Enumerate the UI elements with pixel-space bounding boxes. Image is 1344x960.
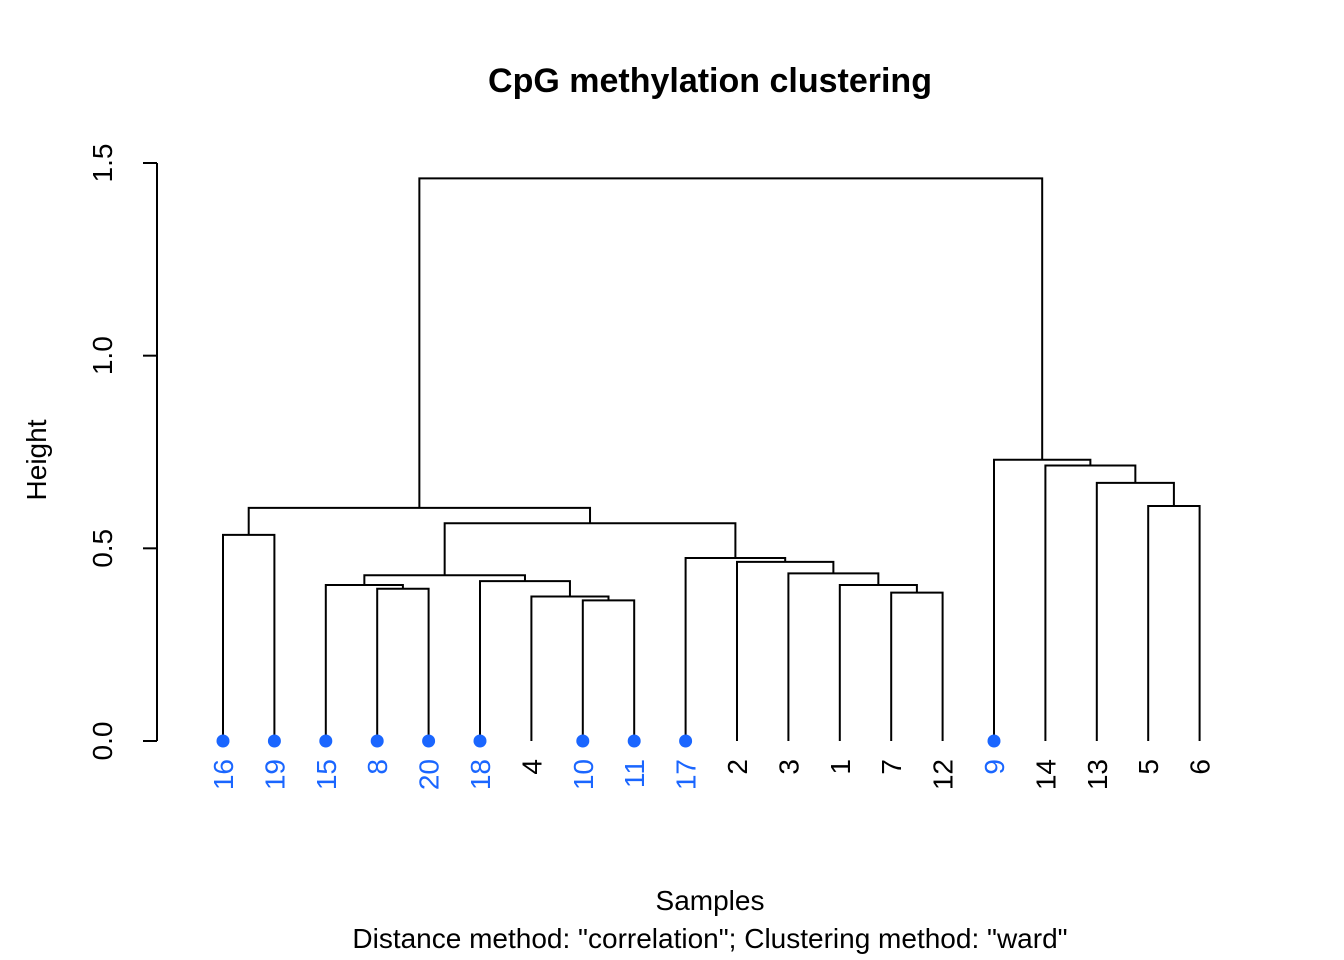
leaf-label: 10 xyxy=(568,759,599,790)
leaf-label: 8 xyxy=(362,759,393,775)
dendrogram-branch xyxy=(479,580,571,741)
leaf-marker xyxy=(627,734,641,748)
chart-title: CpG methylation clustering xyxy=(488,62,932,100)
dendrogram-branch xyxy=(530,595,610,741)
leaf-label: 11 xyxy=(619,759,650,788)
leaf-marker xyxy=(679,734,693,748)
dendrogram-branch xyxy=(838,583,918,741)
leaf-label: 13 xyxy=(1082,759,1113,790)
leaf-label: 16 xyxy=(208,759,239,790)
dendrogram-branch xyxy=(324,583,404,741)
dendrogram-branch xyxy=(1147,504,1201,741)
leaf-marker xyxy=(422,734,436,748)
chart-subtitle: Distance method: "correlation"; Clusteri… xyxy=(352,923,1067,954)
leaf-label: 3 xyxy=(773,759,804,775)
leaf-label: 1 xyxy=(825,759,856,775)
leaf-label: 14 xyxy=(1030,759,1061,790)
y-tick-label: 0.0 xyxy=(87,722,118,761)
leaf-label: 7 xyxy=(876,759,907,775)
dendrogram-branch xyxy=(684,556,787,741)
leaf-label: 20 xyxy=(414,759,445,790)
leaf-label: 17 xyxy=(671,759,702,790)
dendrogram-branch xyxy=(443,522,737,576)
leaf-marker xyxy=(576,734,590,748)
dendrogram-branch xyxy=(993,458,1092,741)
dendrogram-branch xyxy=(247,506,592,535)
dendrogram-branch xyxy=(363,574,526,585)
leaf-label: 4 xyxy=(516,759,547,775)
dendrogram-branch xyxy=(376,587,430,741)
x-axis-label: Samples xyxy=(656,885,765,916)
leaf-label: 2 xyxy=(722,759,753,775)
leaf-label: 6 xyxy=(1185,759,1216,775)
y-tick-label: 1.5 xyxy=(87,144,118,183)
dendrogram-branch xyxy=(736,560,835,741)
y-tick-label: 1.0 xyxy=(87,336,118,375)
leaf-label: 9 xyxy=(979,759,1010,775)
dendrogram-branch xyxy=(787,572,880,741)
dendrogram-branch xyxy=(890,591,944,741)
leaf-label: 12 xyxy=(928,759,959,790)
leaf-marker xyxy=(216,734,230,748)
dendrogram-branch xyxy=(222,533,276,741)
dendrogram-branch xyxy=(1044,464,1137,741)
leaf-label: 18 xyxy=(465,759,496,790)
leaf-marker xyxy=(987,734,1001,748)
leaf-marker xyxy=(370,734,384,748)
leaf-label: 5 xyxy=(1133,759,1164,775)
y-axis: 0.0 0.5 1.0 1.5 xyxy=(87,144,158,761)
y-tick-label: 0.5 xyxy=(87,529,118,568)
y-axis-label: Height xyxy=(21,419,52,500)
leaf-marker xyxy=(267,734,281,748)
dendrogram-leaves: 16 19 15 8 20 18 4 10 11 17 2 3 1 7 12 9 14 13 5 6 xyxy=(208,734,1216,790)
leaf-marker xyxy=(319,734,333,748)
dendrogram-branch xyxy=(418,177,1044,508)
dendrogram-branch xyxy=(1095,481,1175,741)
leaf-label: 15 xyxy=(311,759,342,790)
dendrogram-branch xyxy=(581,599,636,741)
leaf-marker xyxy=(473,734,487,748)
leaf-label: 19 xyxy=(259,759,290,790)
dendrogram-branches xyxy=(222,177,1201,741)
